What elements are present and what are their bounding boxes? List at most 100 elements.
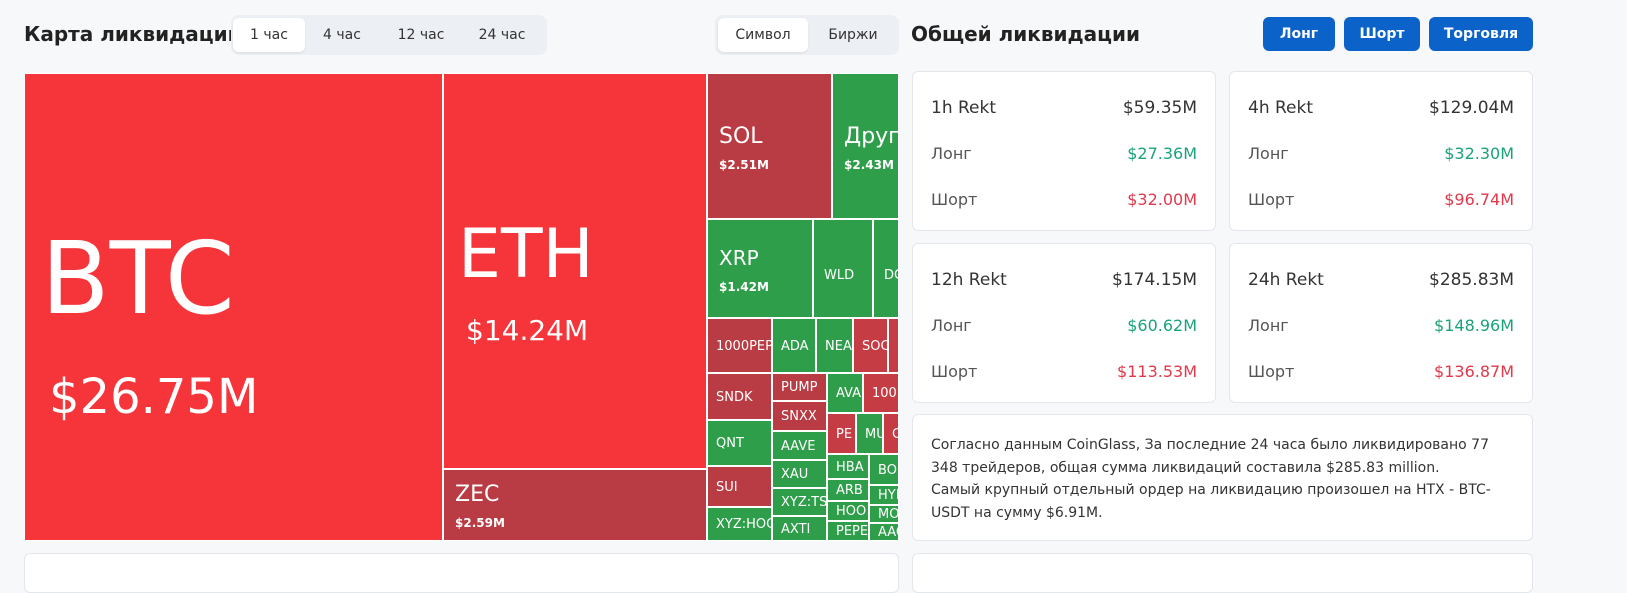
treemap-tile[interactable]: HBA [827,454,869,479]
treemap-tile[interactable]: PE [827,413,856,454]
view-tab[interactable]: Биржи [828,27,878,43]
note-text: Согласно данным CoinGlass, За последние … [931,437,1489,476]
tile-value: $2.43M [844,158,894,172]
treemap-tile[interactable]: MU [856,413,883,454]
treemap-tile[interactable]: Друг $2.43M [832,73,899,219]
rekt-card: 12h Rekt $174.15M Лонг $60.62M Шорт $113.53M [912,243,1216,403]
treemap-tile[interactable]: AVA [827,373,863,413]
card-row: Лонг $148.96M [1248,316,1514,335]
card-header: 4h Rekt $129.04M [1248,98,1514,118]
treemap-tile[interactable]: NEA [816,318,853,373]
time-tab[interactable]: 12 час [397,27,445,43]
treemap-tile[interactable]: SUI [707,466,772,507]
treemap-tile[interactable]: SOL $2.51M [707,73,832,219]
card-row: Шорт $113.53M [931,362,1197,381]
treemap-tile[interactable]: ETH $14.24M [443,73,707,469]
tile-label: XYZ:HOO [716,517,772,532]
row-value: $96.74M [1444,190,1514,209]
treemap-tile[interactable]: AXTI [772,516,827,541]
treemap-tile[interactable]: XRP $1.42M [707,219,813,318]
row-value: $113.53M [1117,362,1197,381]
treemap-tile[interactable]: SNDK [707,373,772,420]
row-value: $32.30M [1444,144,1514,163]
tile-label: ZEC [455,482,500,507]
card-header: 1h Rekt $59.35M [931,98,1197,118]
action-button[interactable]: Лонг [1263,17,1335,51]
row-label: Лонг [931,316,972,335]
tile-label: AAVE [781,438,816,454]
time-tab[interactable]: 4 час [323,27,361,43]
card-row: Лонг $32.30M [1248,144,1514,163]
row-value: $136.87M [1434,362,1514,381]
tile-label: SNDK [716,389,753,405]
rekt-card: 4h Rekt $129.04M Лонг $32.30M Шорт $96.74M [1229,71,1533,231]
row-value: $60.62M [1127,316,1197,335]
treemap-tile[interactable]: SNXX [772,401,827,431]
tile-label: PUMP [781,380,818,395]
treemap-tile[interactable]: HYI [869,485,899,505]
tile-label: AVA [836,386,862,401]
treemap-tile[interactable]: AAC [869,523,899,541]
tile-value: $2.59M [455,516,505,530]
row-label: Шорт [931,190,978,209]
tile-label: SNXX [781,409,817,424]
tile-label: WLD [824,268,855,283]
row-label: Лонг [1248,144,1289,163]
card-row: Лонг $27.36M [931,144,1197,163]
action-button[interactable]: Торговля [1429,17,1533,51]
card-row: Шорт $136.87M [1248,362,1514,381]
tile-label: ARB [836,483,863,498]
treemap-tile[interactable]: XYZ:HOO [707,507,772,541]
treemap-tile[interactable]: ZEC $2.59M [443,469,707,541]
card-title: 24h Rekt [1248,270,1324,290]
time-tab[interactable]: 24 час [478,27,526,43]
card-total: $174.15M [1112,270,1197,290]
tile-label: MO [878,507,899,522]
treemap-tile[interactable]: ARB [827,479,869,501]
rekt-card: 24h Rekt $285.83M Лонг $148.96M Шорт $136.87M [1229,243,1533,403]
card-header: 12h Rekt $174.15M [931,270,1197,290]
tile-label: C [892,427,898,443]
tile-label: 100 [872,386,897,401]
treemap-tile[interactable]: PUMP [772,373,827,401]
treemap-tile[interactable]: PEPE [827,521,869,541]
treemap-tile[interactable]: QNT [707,420,772,466]
tile-label: PEPE [836,524,869,539]
treemap-tile[interactable]: SOC [853,318,888,373]
view-tab[interactable]: Символ [718,18,808,52]
summary-title: Общей ликвидации [911,22,1141,46]
row-value: $32.00M [1127,190,1197,209]
map-title: Карта ликвидаций [24,22,242,46]
card-title: 4h Rekt [1248,98,1314,118]
tile-label: AXTI [781,521,811,537]
treemap-tile[interactable]: DC [873,219,899,318]
tile-label: XYZ:TS [781,495,827,510]
row-value: $148.96M [1434,316,1514,335]
note-text: Самый крупный отдельный ордер на ликвида… [931,482,1491,521]
treemap-tile[interactable]: 1000PEP [707,318,772,373]
treemap-tile[interactable]: MO [869,505,899,523]
tile-label: XRP [719,246,759,270]
card-row: Шорт $32.00M [931,190,1197,209]
rekt-card: 1h Rekt $59.35M Лонг $27.36M Шорт $32.00M [912,71,1216,231]
treemap-tile[interactable]: C [883,413,899,454]
tile-label: PE [836,426,853,442]
row-label: Лонг [931,144,972,163]
treemap-tile[interactable]: 100 [863,373,899,413]
treemap-tile[interactable]: XYZ:TS [772,488,827,516]
card-header: 24h Rekt $285.83M [1248,270,1514,290]
treemap-tile[interactable]: ADA [772,318,816,373]
time-tab[interactable]: 1 час [233,18,305,52]
tile-value: $2.51M [719,158,769,172]
action-button[interactable]: Шорт [1344,17,1420,51]
treemap-tile[interactable]: HOO [827,501,869,521]
panel [24,553,899,593]
tile-label: SOC [862,338,888,354]
treemap-tile[interactable]: BO [869,454,899,485]
treemap-tile[interactable]: WLD [813,219,873,318]
treemap-tile[interactable]: AAVE [772,431,827,460]
tile-value: $1.42M [719,280,769,294]
treemap-tile[interactable]: XAU [772,460,827,488]
tile-label: DC [884,268,898,283]
treemap-tile[interactable]: BTC $26.75M [24,73,443,541]
